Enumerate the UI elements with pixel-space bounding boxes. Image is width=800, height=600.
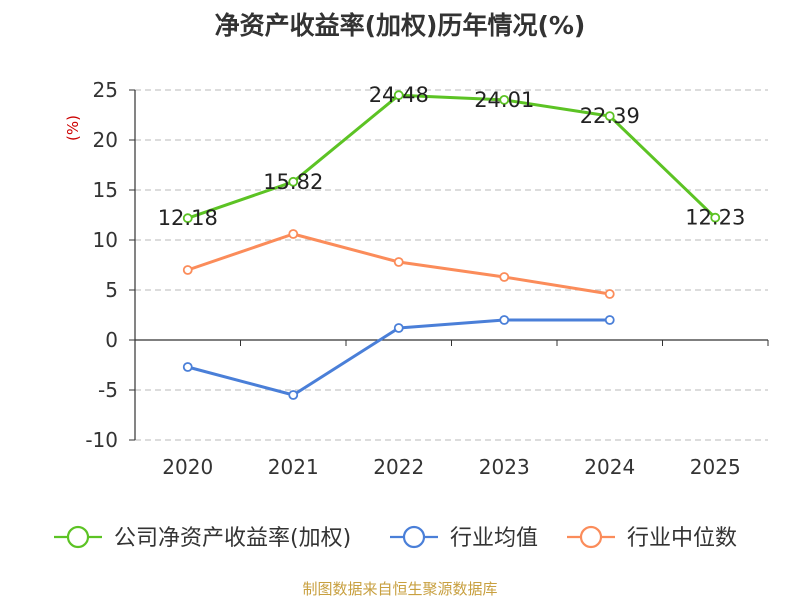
y-tick-label: -5 bbox=[98, 378, 118, 402]
data-label: 12.23 bbox=[685, 206, 745, 230]
y-tick-label: 0 bbox=[105, 328, 118, 352]
chart-title: 净资产收益率(加权)历年情况(%) bbox=[214, 11, 586, 40]
x-tick-label: 2024 bbox=[584, 455, 635, 479]
x-tick-label: 2023 bbox=[479, 455, 530, 479]
legend-item-industry_avg: 行业均值 bbox=[390, 525, 538, 551]
axis-layer: 25 20 15 10 5 0 -5 -10 2020 2021 2022 2023 2024 2025 (… bbox=[64, 78, 769, 479]
data-point-industry_median bbox=[288, 229, 299, 239]
legend-item-industry_median: 行业中位数 bbox=[567, 525, 737, 551]
x-tick-label: 2025 bbox=[690, 455, 741, 479]
y-tick-label: 15 bbox=[93, 178, 118, 202]
x-tick-label: 2021 bbox=[268, 455, 319, 479]
y-tick-label: 5 bbox=[105, 278, 118, 302]
label-layer: 12.18 15.82 24.48 24.01 22.39 12.23 bbox=[158, 83, 746, 230]
data-point-industry_avg bbox=[393, 323, 404, 333]
data-point-company bbox=[393, 90, 404, 101]
legend-label: 公司净资产收益率(加权) bbox=[114, 526, 351, 551]
legend: 公司净资产收益率(加权) 行业均值 行业中位数 bbox=[54, 525, 737, 551]
data-point-industry_median bbox=[182, 265, 193, 275]
y-axis-unit: (%) bbox=[64, 115, 82, 141]
data-label: 15.82 bbox=[263, 170, 323, 194]
y-tick-label: 20 bbox=[93, 128, 118, 152]
data-point-industry_avg bbox=[288, 390, 299, 400]
legend-marker-icon bbox=[579, 525, 603, 549]
source-note: 制图数据来自恒生聚源数据库 bbox=[302, 580, 498, 598]
legend-item-company: 公司净资产收益率(加权) bbox=[54, 525, 351, 551]
grid-layer bbox=[135, 89, 768, 441]
data-point-industry_median bbox=[393, 257, 404, 267]
data-point-company bbox=[710, 212, 721, 223]
data-point-industry_avg bbox=[182, 362, 193, 372]
data-point-company bbox=[604, 111, 615, 121]
data-label: 24.01 bbox=[474, 88, 534, 112]
data-point-industry_median bbox=[499, 272, 510, 282]
legend-label: 行业中位数 bbox=[627, 526, 737, 551]
legend-marker-icon bbox=[402, 525, 426, 549]
data-label: 22.39 bbox=[580, 104, 640, 128]
series-layer bbox=[182, 90, 721, 400]
data-label: 12.18 bbox=[158, 206, 218, 230]
y-tick-label: -10 bbox=[85, 428, 118, 452]
x-tick-label: 2020 bbox=[162, 455, 213, 479]
data-point-industry_avg bbox=[499, 315, 510, 325]
data-point-industry_median bbox=[604, 289, 615, 299]
x-tick-label: 2022 bbox=[373, 455, 424, 479]
series-line-company bbox=[187, 93, 717, 220]
data-point-industry_avg bbox=[604, 315, 615, 325]
data-point-company bbox=[288, 176, 299, 187]
data-point-company bbox=[499, 95, 510, 105]
legend-label: 行业均值 bbox=[450, 526, 538, 551]
data-point-company bbox=[182, 213, 193, 224]
data-label: 24.48 bbox=[369, 83, 429, 107]
legend-marker-icon bbox=[66, 525, 90, 549]
y-tick-label: 10 bbox=[93, 228, 118, 252]
y-tick-label: 25 bbox=[93, 78, 118, 102]
